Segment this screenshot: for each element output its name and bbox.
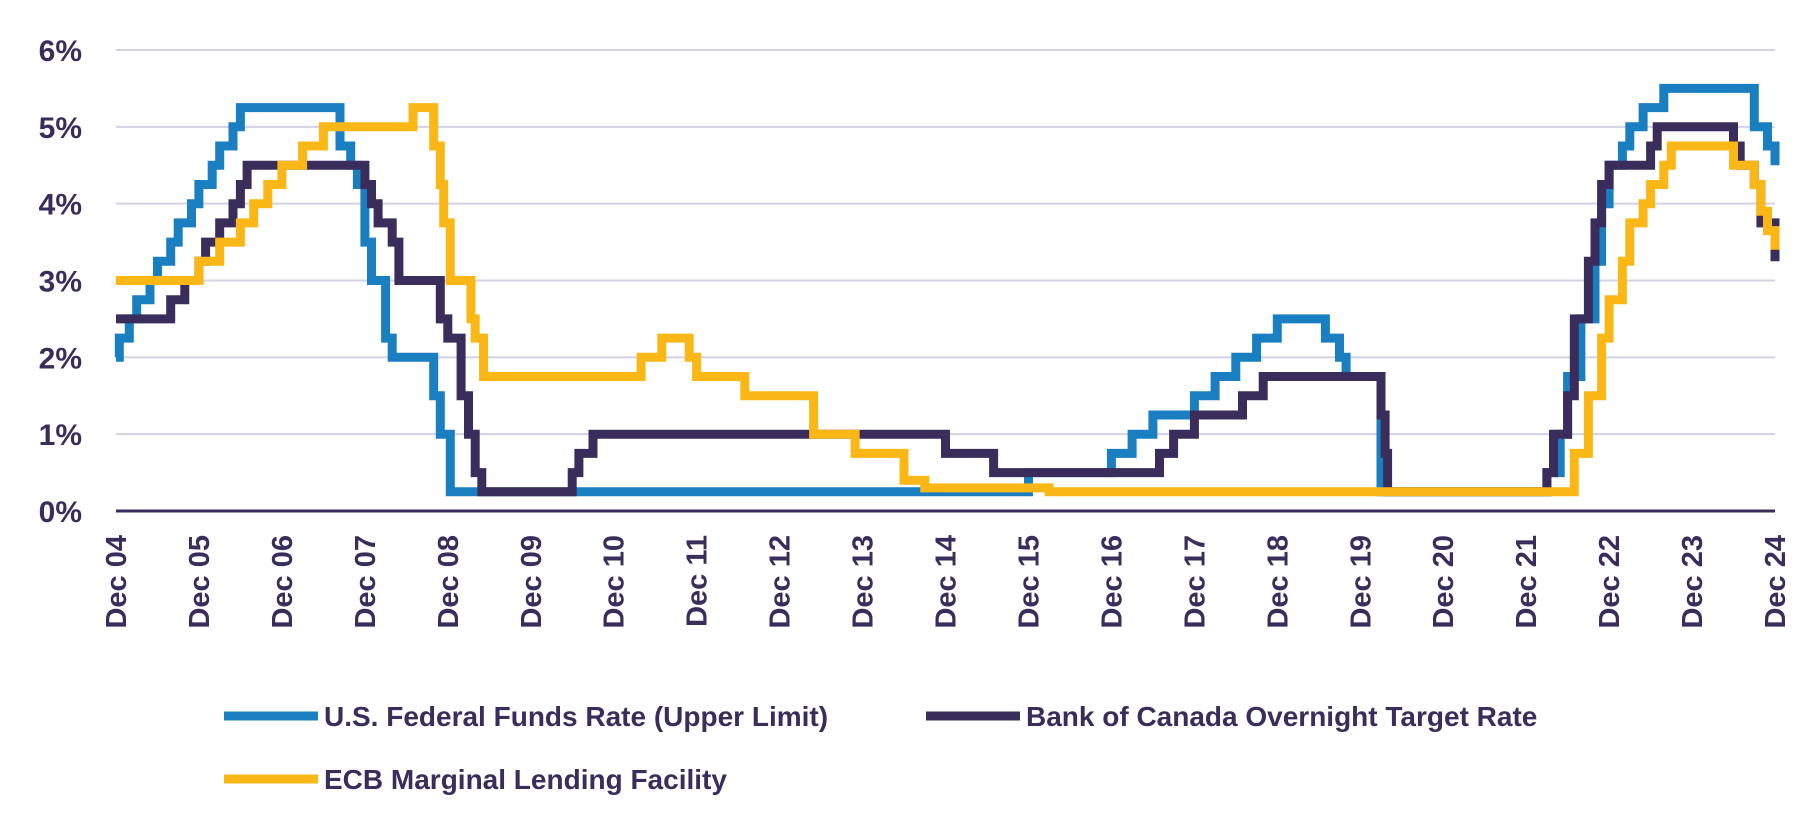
x-tick-label: Dec 22: [1594, 535, 1626, 629]
y-tick-label: 3%: [39, 266, 82, 299]
y-tick-label: 4%: [39, 189, 82, 222]
legend-label: ECB Marginal Lending Facility: [324, 764, 727, 795]
x-tick-label: Dec 08: [433, 535, 465, 629]
series-line-1: [116, 122, 1780, 497]
x-tick-label: Dec 07: [350, 535, 382, 629]
series-line-0: [114, 83, 1780, 497]
y-tick-label: 5%: [39, 112, 82, 145]
x-tick-label: Dec 04: [101, 535, 133, 629]
x-tick-label: Dec 05: [184, 535, 216, 629]
series-line-2: [116, 103, 1780, 497]
x-tick-label: Dec 10: [599, 535, 631, 629]
legend: U.S. Federal Funds Rate (Upper Limit) Ban…: [224, 701, 1537, 795]
y-tick-label: 2%: [39, 342, 82, 375]
x-tick-label: Dec 21: [1511, 535, 1543, 629]
legend-label: Bank of Canada Overnight Target Rate: [1026, 701, 1537, 732]
legend-label: U.S. Federal Funds Rate (Upper Limit): [324, 701, 828, 732]
x-tick-label: Dec 18: [1262, 535, 1294, 629]
x-tick-label: Dec 17: [1179, 535, 1211, 629]
x-tick-label: Dec 06: [267, 535, 299, 629]
x-tick-label: Dec 16: [1096, 535, 1128, 629]
x-tick-label: Dec 19: [1345, 535, 1377, 629]
y-tick-label: 0%: [39, 496, 82, 529]
x-tick-label: Dec 24: [1760, 535, 1792, 629]
y-axis-ticks: 0% 1% 2% 3% 4% 5% 6%: [39, 35, 82, 529]
x-tick-label: Dec 11: [682, 535, 714, 627]
y-tick-label: 1%: [39, 419, 82, 452]
x-tick-label: Dec 14: [931, 535, 963, 629]
series-lines: [114, 83, 1780, 497]
y-tick-label: 6%: [39, 35, 82, 68]
x-tick-label: Dec 20: [1428, 535, 1460, 629]
x-tick-label: Dec 15: [1014, 535, 1046, 629]
x-tick-label: Dec 09: [516, 535, 548, 629]
x-tick-label: Dec 12: [765, 535, 797, 629]
x-tick-label: Dec 13: [848, 535, 880, 629]
x-axis-ticks: Dec 04 Dec 05 Dec 06 Dec 07 Dec 08 Dec 09 Dec …: [101, 535, 1792, 629]
x-tick-label: Dec 23: [1677, 535, 1709, 629]
